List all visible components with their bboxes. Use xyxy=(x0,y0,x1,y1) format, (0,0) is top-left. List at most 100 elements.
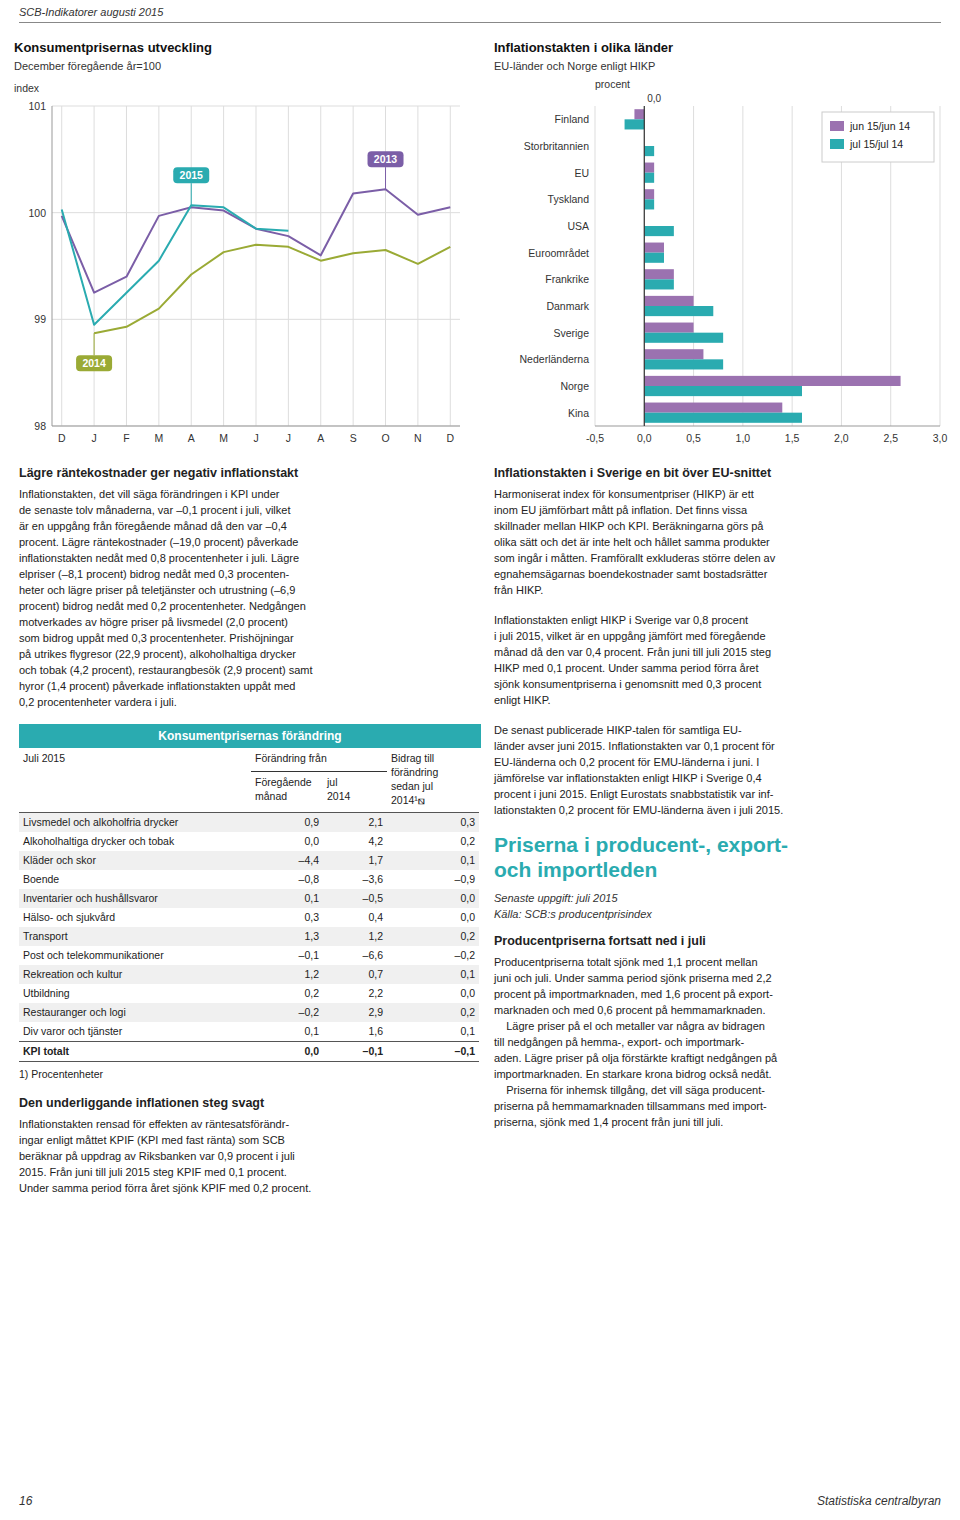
table-cell: 4,2 xyxy=(323,832,387,851)
x-tick-label: A xyxy=(188,432,195,444)
table-header: Förändring från xyxy=(251,748,387,771)
table-row: Post och telekommunikationer–0,1–6,6–0,2 xyxy=(19,946,479,965)
bar xyxy=(644,146,654,156)
series-line xyxy=(62,205,289,324)
series-label: 2013 xyxy=(374,153,398,165)
x-tick-label: 3,0 xyxy=(933,432,948,444)
x-tick-label: D xyxy=(58,432,66,444)
bar xyxy=(644,253,664,263)
bar xyxy=(644,199,654,209)
table-cell: –0,1 xyxy=(323,1042,387,1062)
x-tick-label: D xyxy=(446,432,454,444)
table-cell: 1,3 xyxy=(251,927,323,946)
grid-line xyxy=(288,106,289,426)
table-header: jul 2014 xyxy=(323,771,387,810)
table-body: Livsmedel och alkoholfria drycker0,92,10… xyxy=(19,813,479,1062)
table-cell: 1,2 xyxy=(323,927,387,946)
x-tick-label: M xyxy=(154,432,163,444)
table-row: Div varor och tjänster0,11,60,1 xyxy=(19,1022,479,1042)
table-cell: 1,6 xyxy=(323,1022,387,1042)
table-row: Transport1,31,20,2 xyxy=(19,927,479,946)
page: {"chart_data": [ {"type": "line", "title… xyxy=(0,0,960,1520)
table-head: Juli 2015Förändring frånBidrag till förä… xyxy=(19,748,479,813)
y-tick-label: Finland xyxy=(555,113,590,125)
table-header-row: Juli 2015Förändring frånBidrag till förä… xyxy=(19,748,479,771)
page-footer-right: Statistiska centralbyran xyxy=(817,1494,941,1508)
series-line xyxy=(94,245,450,334)
x-axis-line xyxy=(52,426,460,427)
table-footnote: 1) Procentenheter xyxy=(19,1068,481,1080)
body-text: Inflationstakten rensad för effekten av … xyxy=(19,1116,481,1196)
y-tick-label: 99 xyxy=(34,313,46,325)
chart-subtitle: EU-länder och Norge enligt HIKP xyxy=(494,60,655,72)
x-tick-label: 1,5 xyxy=(785,432,800,444)
grid-line xyxy=(595,106,596,426)
section-title: Den underliggande inflationen steg svagt xyxy=(19,1096,481,1110)
bar xyxy=(644,413,802,423)
legend: jun 15/jun 14jul 15/jul 14 xyxy=(822,112,934,162)
table-cell: 0,9 xyxy=(251,813,323,833)
table-cell: –0,2 xyxy=(251,1003,323,1022)
grid-line xyxy=(450,106,451,426)
body-text: Harmoniserat index för konsumentpriser (… xyxy=(494,486,944,598)
body-text: Inflationstakten, det vill säga förändri… xyxy=(19,486,481,710)
table-total-row: KPI totalt0,0–0,1–0,1 xyxy=(19,1042,479,1062)
table-header: Bidrag till förändring sedan jul 2014¹⧅ xyxy=(387,748,479,810)
label-leader xyxy=(191,183,192,205)
table-cell: 0,0 xyxy=(387,984,479,1003)
table-row: Kläder och skor–4,41,70,1 xyxy=(19,851,479,870)
y-tick-label: Storbritannien xyxy=(524,140,590,152)
legend-swatch xyxy=(830,139,844,149)
chart-title: Konsumentprisernas utveckling xyxy=(14,40,212,55)
y-tick-label: 98 xyxy=(34,420,46,432)
table-cell: –6,6 xyxy=(323,946,387,965)
table: Juli 2015Förändring frånBidrag till förä… xyxy=(19,748,479,1062)
table-cell: –0,1 xyxy=(387,1042,479,1062)
series-labels: 2013 2014 2015 xyxy=(76,151,403,371)
grid-line xyxy=(61,106,62,426)
big-source: Källa: SCB:s producentprisindex xyxy=(494,908,944,920)
y-axis-line xyxy=(52,106,53,426)
grid-line xyxy=(126,106,127,426)
x-tick-label: N xyxy=(414,432,422,444)
bar xyxy=(644,243,664,253)
table-cell: –0,5 xyxy=(323,889,387,908)
table-cell: 2,2 xyxy=(323,984,387,1003)
bar xyxy=(644,306,713,316)
y-tick-label: Tyskland xyxy=(548,193,590,205)
table-row: Inventarier och hushållsvaror0,1–0,50,0 xyxy=(19,889,479,908)
zero-line xyxy=(644,106,645,426)
label-box xyxy=(76,355,112,371)
table-cell: Post och telekommunikationer xyxy=(19,946,251,965)
series-label: 2014 xyxy=(82,357,106,369)
body-text: De senast publicerade HIKP-talen för sam… xyxy=(494,722,944,818)
left-column: Lägre räntekostnader ger negativ inflati… xyxy=(19,466,481,1210)
label-box xyxy=(173,167,209,183)
table-cell: 0,3 xyxy=(251,908,323,927)
table-cell: Utbildning xyxy=(19,984,251,1003)
section-title: Lägre räntekostnader ger negativ inflati… xyxy=(19,466,481,480)
grid-line xyxy=(191,106,192,426)
bar xyxy=(644,403,782,413)
x-axis-line xyxy=(595,426,940,427)
grid-line xyxy=(353,106,354,426)
y-tick-label: Kina xyxy=(568,407,589,419)
bar xyxy=(644,359,723,369)
table-cell: –0,8 xyxy=(251,870,323,889)
series-label: 2015 xyxy=(180,169,204,181)
bar xyxy=(644,163,654,173)
x-tick-label: 2,5 xyxy=(883,432,898,444)
page-header: SCB-Indikatorer augusti 2015 xyxy=(19,6,163,18)
table-cell: 0,1 xyxy=(251,889,323,908)
annotation: 0,0 xyxy=(647,93,661,104)
body-text: Inflationstakten enligt HIKP i Sverige v… xyxy=(494,612,944,708)
bar-chart: Inflationstakten i olika länderEU-länder… xyxy=(490,34,950,454)
table-cell: 0,0 xyxy=(387,908,479,927)
table-row: Restauranger och logi–0,22,90,2 xyxy=(19,1003,479,1022)
label-leader xyxy=(94,333,95,355)
table-cell: 2,9 xyxy=(323,1003,387,1022)
y-tick-label: Nederländerna xyxy=(520,353,590,365)
x-tick-label: S xyxy=(350,432,357,444)
table-cell: Livsmedel och alkoholfria drycker xyxy=(19,813,251,833)
y-tick-label: Sverige xyxy=(553,327,589,339)
